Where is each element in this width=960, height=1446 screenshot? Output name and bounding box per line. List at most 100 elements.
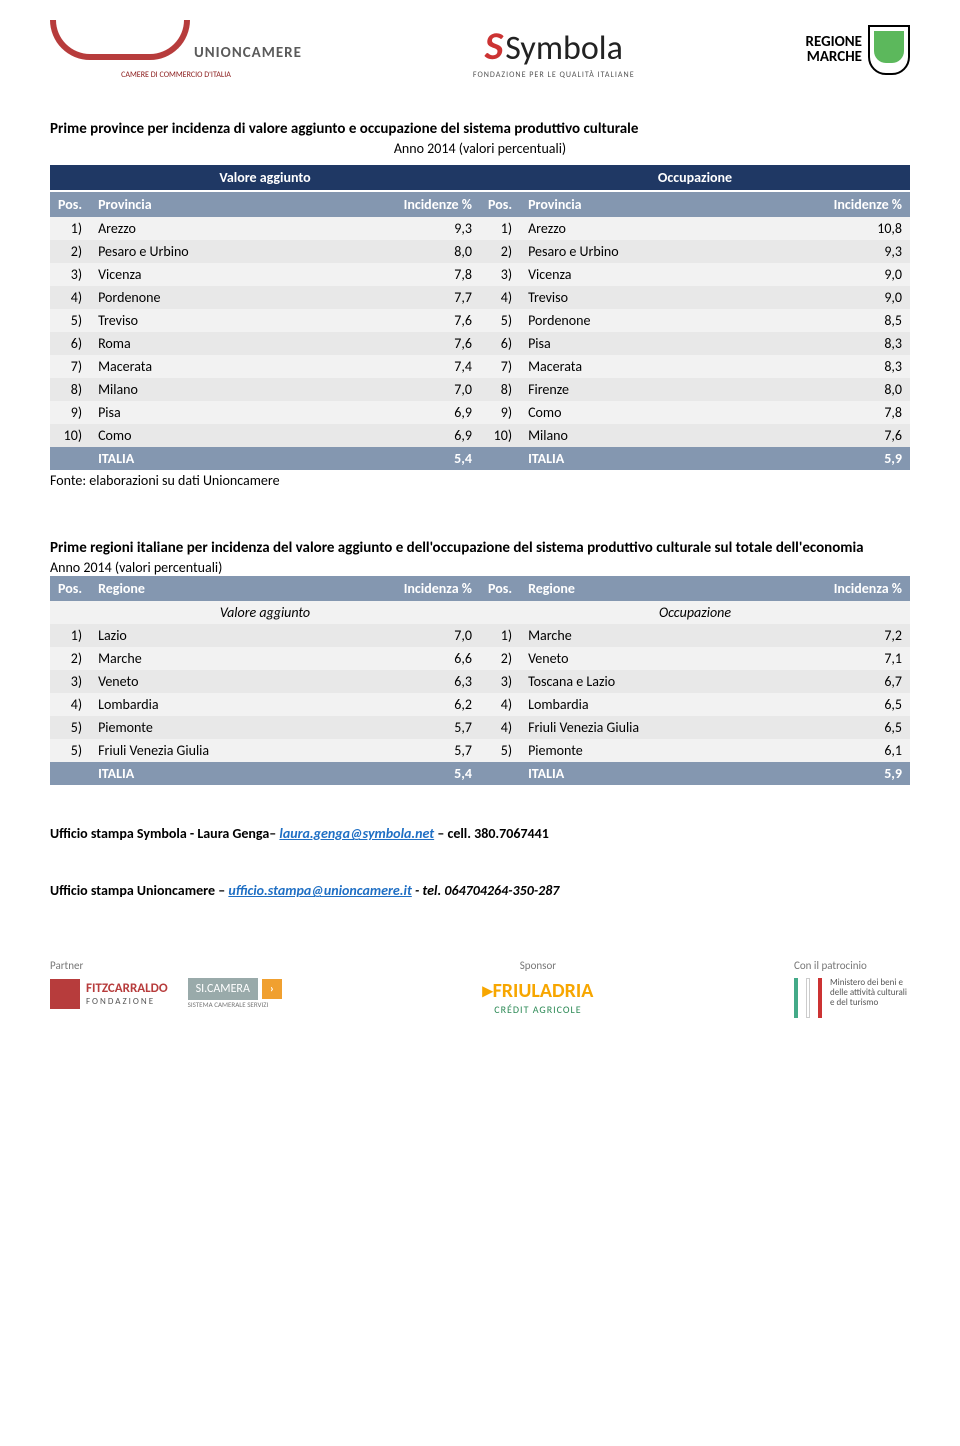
cell-val-l: 6,9: [308, 424, 480, 447]
cell-reg-l: Piemonte: [90, 716, 324, 739]
c1-pre: Ufficio stampa Symbola - Laura Genga–: [50, 825, 279, 842]
table-total-row: ITALIA5,4ITALIA5,9: [50, 447, 910, 470]
symbola-text: Symbola: [505, 28, 623, 69]
patrocinio-label: Con il patrocinio: [794, 959, 910, 972]
contact-line-1: Ufficio stampa Symbola - Laura Genga– la…: [50, 825, 910, 842]
table1-col-headers: Valore aggiunto Occupazione: [50, 165, 910, 190]
th-prov-r: Provincia: [520, 192, 738, 217]
cell-pos-r: 10): [480, 424, 520, 447]
th-inc-l: Incidenze %: [308, 192, 480, 217]
cell-prov-r: Pordenone: [520, 309, 738, 332]
cell-val-l: 6,9: [308, 401, 480, 424]
cell-val-l: 7,6: [308, 309, 480, 332]
fitz-l1: FITZCARRALDO: [86, 981, 168, 996]
cell-val-r: 8,3: [738, 355, 910, 378]
total-l-label: ITALIA: [90, 447, 308, 470]
cell-pos-r: 4): [480, 286, 520, 309]
cell-reg-l: Lombardia: [90, 693, 324, 716]
cell-prov-l: Pisa: [90, 401, 308, 424]
c1-email[interactable]: laura.genga@symbola.net: [279, 825, 434, 842]
sicamera-name: SI.CAMERA: [188, 978, 258, 1000]
t2-th-reg-r: Regione: [520, 576, 754, 601]
cell-prov-r: Treviso: [520, 286, 738, 309]
t2-th-pos-r: Pos.: [480, 576, 520, 601]
cell-val-r: 9,0: [738, 263, 910, 286]
cell-val-r: 8,3: [738, 332, 910, 355]
col-left-header: Valore aggiunto: [50, 165, 480, 190]
fitz-l2: FONDAZIONE: [86, 996, 168, 1007]
logo-mibact: Ministero dei beni e delle attività cult…: [794, 978, 910, 1018]
arrow-icon: ›: [262, 979, 282, 999]
cell-val-r: 8,5: [738, 309, 910, 332]
shield-icon: [868, 25, 910, 75]
cell-reg-r: Lombardia: [520, 693, 754, 716]
th-pos-l: Pos.: [50, 192, 90, 217]
table-row: 7)Macerata7,47)Macerata8,3: [50, 355, 910, 378]
th-inc-r: Incidenze %: [738, 192, 910, 217]
cell-prov-l: Roma: [90, 332, 308, 355]
friul-l1: ▸FRIULADRIA: [483, 978, 594, 1003]
cell-prov-r: Milano: [520, 424, 738, 447]
cell-reg-r: Veneto: [520, 647, 754, 670]
table1-subtitle: Anno 2014 (valori percentuali): [50, 140, 910, 157]
cell-pos-r: 1): [480, 624, 520, 647]
cell-prov-l: Pesaro e Urbino: [90, 240, 308, 263]
cell-pos-r: 5): [480, 739, 520, 762]
cell-pos-r: 5): [480, 309, 520, 332]
total-r-val: 5,9: [738, 447, 910, 470]
cell-reg-r: Piemonte: [520, 739, 754, 762]
cell-val-r: 10,8: [738, 217, 910, 240]
cell-pos-l: 5): [50, 739, 90, 762]
cell-prov-r: Firenze: [520, 378, 738, 401]
cell-val-l: 5,7: [324, 716, 480, 739]
table1-source: Fonte: elaborazioni su dati Unioncamere: [50, 472, 910, 489]
footer-logos: Partner FITZCARRALDO FONDAZIONE SI.CAMER…: [50, 959, 910, 1018]
cell-val-l: 7,8: [308, 263, 480, 286]
sub-right: Occupazione: [480, 601, 910, 624]
cell-pos-l: 3): [50, 263, 90, 286]
table-row: 1)Lazio7,01)Marche7,2: [50, 624, 910, 647]
table-total-row: ITALIA5,4ITALIA5,9: [50, 762, 910, 785]
cell-prov-l: Arezzo: [90, 217, 308, 240]
sub-left: Valore aggiunto: [50, 601, 480, 624]
flag-red-icon: [818, 978, 822, 1018]
regione-l2: MARCHE: [806, 50, 862, 65]
table-row: 5)Treviso7,65)Pordenone8,5: [50, 309, 910, 332]
table-row: 2)Pesaro e Urbino8,02)Pesaro e Urbino9,3: [50, 240, 910, 263]
cell-val-l: 7,4: [308, 355, 480, 378]
table-row: 3)Vicenza7,83)Vicenza9,0: [50, 263, 910, 286]
t2-th-reg-l: Regione: [90, 576, 324, 601]
cell-pos-r: 2): [480, 647, 520, 670]
cell-val-r: 7,8: [738, 401, 910, 424]
cell-reg-r: Friuli Venezia Giulia: [520, 716, 754, 739]
c2-email[interactable]: ufficio.stampa@unioncamere.it: [228, 882, 411, 899]
cell-val-r: 6,5: [754, 716, 910, 739]
cell-reg-l: Lazio: [90, 624, 324, 647]
logo-unioncamere: UNIONCAMERE CAMERE DI COMMERCIO D'ITALIA: [50, 20, 302, 80]
arc-icon: [50, 20, 190, 60]
cell-prov-r: Pisa: [520, 332, 738, 355]
table-row: 8)Milano7,08)Firenze8,0: [50, 378, 910, 401]
sponsor-label: Sponsor: [483, 959, 594, 972]
friul-l2: CRÉDIT AGRICOLE: [483, 1003, 594, 1016]
cell-val-r: 7,6: [738, 424, 910, 447]
logo-fitzcarraldo: FITZCARRALDO FONDAZIONE: [50, 979, 168, 1009]
cell-val-l: 6,2: [324, 693, 480, 716]
total-r-label: ITALIA: [520, 447, 738, 470]
cell-pos-r: 6): [480, 332, 520, 355]
t2-th-pos-l: Pos.: [50, 576, 90, 601]
footer-partner: Partner FITZCARRALDO FONDAZIONE SI.CAMER…: [50, 959, 282, 1009]
cell-pos-l: 4): [50, 286, 90, 309]
t2-th-inc-r: Incidenza %: [754, 576, 910, 601]
cell-pos-l: 2): [50, 647, 90, 670]
total-l-label: ITALIA: [90, 762, 324, 785]
cell-val-r: 7,2: [754, 624, 910, 647]
cell-val-r: 6,1: [754, 739, 910, 762]
footer-patrocinio: Con il patrocinio Ministero dei beni e d…: [794, 959, 910, 1018]
cell-pos-l: 1): [50, 217, 90, 240]
c1-post: – cell. 380.7067441: [434, 825, 549, 842]
cell-prov-r: Pesaro e Urbino: [520, 240, 738, 263]
cell-val-l: 6,3: [324, 670, 480, 693]
table-row: 4)Lombardia6,24)Lombardia6,5: [50, 693, 910, 716]
cell-pos-l: 7): [50, 355, 90, 378]
